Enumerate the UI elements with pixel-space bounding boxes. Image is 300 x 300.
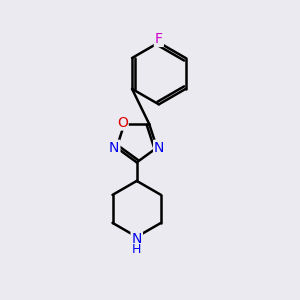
Text: O: O — [117, 116, 128, 130]
Text: N: N — [132, 232, 142, 246]
Text: H: H — [132, 243, 141, 256]
Text: N: N — [154, 141, 164, 155]
Text: N: N — [109, 141, 119, 155]
Text: F: F — [155, 32, 163, 46]
